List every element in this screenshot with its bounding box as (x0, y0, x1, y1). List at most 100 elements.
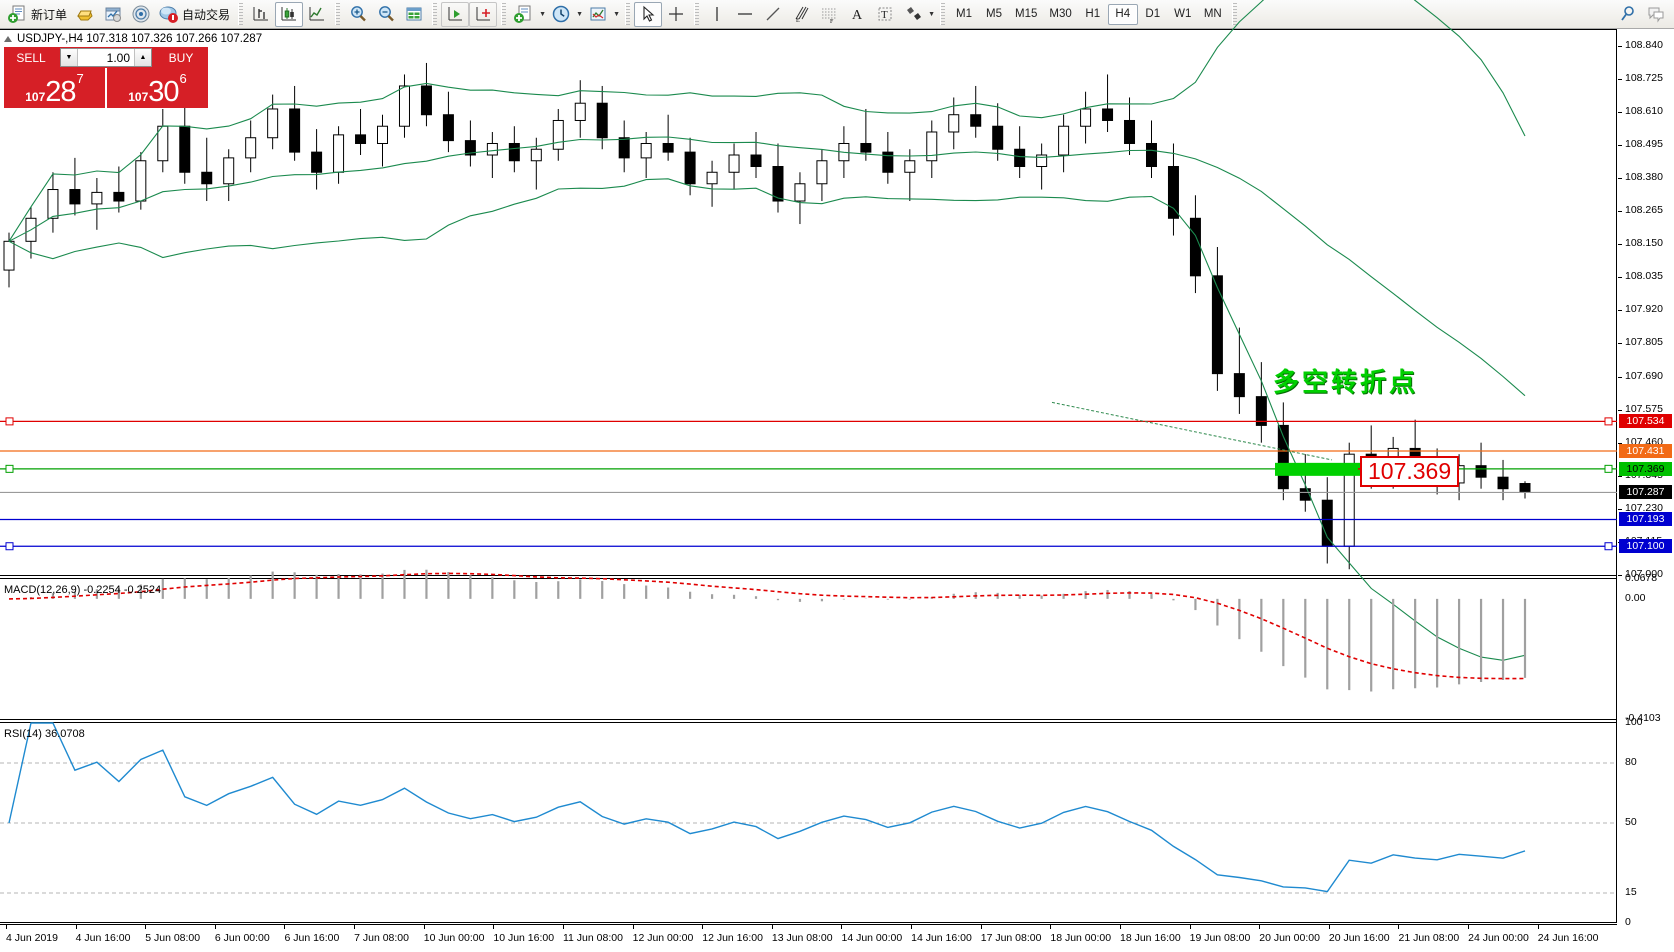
price-tick-label: 107.230 (1625, 501, 1663, 514)
templates-icon (514, 4, 534, 24)
time-tick-label: 7 Jun 08:00 (354, 932, 409, 944)
templates-dropdown-caret[interactable]: ▼ (539, 10, 546, 18)
macd-scale-label: 0.0678 (1625, 572, 1658, 584)
templates-button[interactable] (510, 2, 538, 27)
buy-price-button[interactable]: 107 30 6 (107, 68, 208, 108)
volume-dropdown-icon[interactable]: ▼ (61, 49, 78, 66)
price-tick-mark (1618, 45, 1622, 47)
sell-label[interactable]: SELL (4, 47, 58, 68)
price-scale-axis[interactable]: 108.840 108.725 108.610 108.495 108.380 108.2… (1618, 29, 1674, 923)
new-order-icon (8, 4, 28, 24)
time-tick-mark (1189, 925, 1191, 929)
zoom-out-button[interactable] (372, 2, 400, 27)
time-tick-mark (1328, 925, 1330, 929)
volume-input[interactable]: ▼ 1.00 ▲ (60, 48, 152, 67)
line-chart-button[interactable] (303, 2, 331, 27)
support-line-blue-2-handle[interactable] (5, 542, 14, 551)
expert-advisors-button[interactable] (99, 2, 127, 27)
timeframe-m15[interactable]: M15 (1015, 8, 1038, 20)
price-badge-current-price-line[interactable]: 107.287 (1619, 485, 1672, 500)
toolbar-separator (238, 3, 244, 25)
sell-price-button[interactable]: 107 28 7 (4, 68, 105, 108)
search-button[interactable] (1614, 2, 1642, 27)
period-dropdown-caret[interactable]: ▼ (576, 10, 583, 18)
candlestick-chart-button[interactable] (275, 1, 304, 27)
bollinger-middle-band (8, 136, 1526, 397)
pivot-highlight-bar[interactable] (1275, 462, 1375, 476)
time-tick-mark (145, 925, 147, 929)
downtrend-guide-line[interactable] (1051, 401, 1333, 461)
shapes-dropdown-caret[interactable]: ▼ (928, 10, 935, 18)
shapes-tool[interactable] (899, 2, 927, 27)
resistance-line-red-handle[interactable] (5, 417, 14, 426)
collapse-triangle-icon[interactable] (4, 36, 12, 42)
trendline-tool[interactable] (759, 2, 787, 27)
timeframe-m30[interactable]: M30 (1049, 8, 1072, 20)
signals-button[interactable] (127, 2, 155, 27)
cursor-tool[interactable] (634, 1, 663, 27)
pivot-line-green-handle[interactable] (5, 464, 14, 473)
elliott-wave-tool[interactable]: E (787, 2, 815, 27)
volume-increment-icon[interactable]: ▲ (134, 49, 151, 66)
macd-pane-graphics (8, 569, 1527, 692)
price-badge-pivot-line-green[interactable]: 107.369 (1619, 461, 1672, 476)
price-badge-support-line-blue-2[interactable]: 107.100 (1619, 539, 1672, 554)
resistance-line-red-handle[interactable] (1604, 417, 1613, 426)
new-order-button[interactable]: 新订单 (4, 2, 71, 27)
timeframe-h1[interactable]: H1 (1085, 8, 1101, 20)
chart-shift-icon (473, 4, 493, 24)
autotrading-icon (159, 4, 179, 24)
text-tool[interactable]: A (843, 2, 871, 27)
zoom-in-button[interactable] (344, 2, 372, 27)
indicators-button[interactable] (71, 2, 99, 27)
time-tick-mark (702, 925, 704, 929)
price-tick-mark (1618, 178, 1622, 179)
timeframe-w1[interactable]: W1 (1174, 8, 1192, 20)
time-tick-mark (423, 925, 425, 929)
time-tick-mark (6, 925, 7, 929)
text-label-tool[interactable]: T (871, 2, 899, 27)
chat-button[interactable] (1642, 2, 1670, 27)
timeframe-m5[interactable]: M5 (986, 8, 1003, 20)
price-badge-resistance-line-orange[interactable]: 107.431 (1619, 444, 1672, 458)
fibonacci-tool[interactable]: F (815, 2, 843, 27)
timeframe-h4[interactable]: H4 (1107, 3, 1138, 25)
time-scale-axis[interactable]: 4 Jun 2019 4 Jun 16:00 5 Jun 08:00 6 Jun 00… (0, 924, 1617, 952)
price-tick-mark (1618, 310, 1622, 312)
elliott-wave-icon: E (791, 4, 811, 24)
period-button[interactable] (547, 2, 575, 27)
time-tick-label: 11 Jun 08:00 (562, 932, 623, 944)
data-window-button[interactable] (400, 2, 428, 27)
horizontal-line-tool[interactable] (731, 2, 759, 27)
rsi-scale-label: 50 (1625, 816, 1637, 828)
bar-chart-button[interactable] (247, 2, 275, 27)
price-tick-mark (1618, 144, 1622, 146)
indicator-dropdown-caret[interactable]: ▼ (613, 10, 620, 18)
timeframe-d1[interactable]: D1 (1145, 8, 1161, 20)
time-tick-label: 10 Jun 00:00 (423, 932, 485, 944)
indicator-list-button[interactable] (584, 2, 612, 27)
auto-scroll-button[interactable] (441, 1, 470, 27)
vertical-line-tool[interactable] (703, 2, 731, 27)
autotrading-button[interactable]: 自动交易 (155, 2, 234, 27)
ea-window-icon (103, 4, 123, 24)
time-tick-label: 21 Jun 08:00 (1398, 932, 1460, 944)
pivot-line-green-handle[interactable] (1604, 464, 1613, 473)
price-tick-mark (1618, 277, 1622, 279)
chart-shift-button[interactable] (469, 1, 498, 27)
crosshair-tool[interactable] (662, 2, 690, 27)
signal-radar-icon (131, 4, 151, 24)
price-tick-label: 107.920 (1625, 303, 1663, 316)
price-badge-resistance-line-red[interactable]: 107.534 (1619, 414, 1672, 429)
timeframe-mn[interactable]: MN (1203, 8, 1222, 20)
timeframe-m1[interactable]: M1 (956, 8, 973, 20)
one-click-trading-panel[interactable]: SELL ▼ 1.00 ▲ BUY 107 28 7 107 30 6 (4, 47, 208, 108)
time-tick-label: 14 Jun 00:00 (841, 932, 903, 944)
buy-label[interactable]: BUY (154, 47, 208, 68)
price-tick-mark (1618, 211, 1622, 213)
price-badge-support-line-blue-1[interactable]: 107.193 (1619, 512, 1672, 527)
time-tick-label: 18 Jun 00:00 (1050, 932, 1112, 944)
support-line-blue-2-handle[interactable] (1604, 542, 1613, 551)
price-callout-label[interactable]: 107.369 (1360, 456, 1460, 487)
